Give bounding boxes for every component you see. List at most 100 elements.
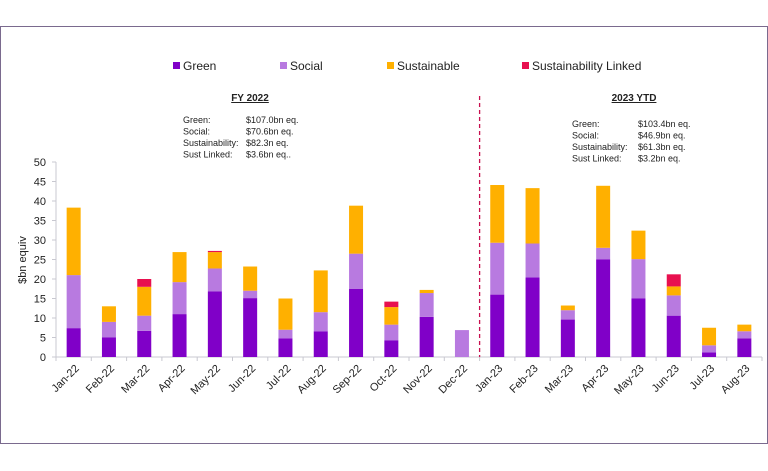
bar-green xyxy=(101,337,116,357)
legend-item: Sustainable xyxy=(387,59,460,73)
bar-sustainable xyxy=(172,252,187,283)
bar-social xyxy=(207,268,222,292)
bar-social xyxy=(278,329,293,339)
y-tick-label: 40 xyxy=(34,196,46,208)
x-axis: Jan-22 Feb-22 Mar-22 Apr-22 May-22 Jun-22 Jul-… xyxy=(49,356,763,397)
y-tick-label: 20 xyxy=(34,274,46,286)
bar-stack xyxy=(384,301,399,357)
annotation-label: Sustainability: xyxy=(572,142,628,152)
annotation-panel: 2023 YTD Green: $103.4bn eq. Social: $46.9bn… xyxy=(572,93,691,164)
bar-green xyxy=(737,338,752,357)
x-tick-label: Dec-22 xyxy=(437,363,471,397)
bar-green xyxy=(243,298,258,357)
bar-stack xyxy=(560,305,575,357)
bar-sustainability-linked xyxy=(384,301,399,308)
bar-green xyxy=(66,328,81,357)
y-tick-label: 25 xyxy=(34,255,46,267)
bar-sustainable xyxy=(207,252,222,269)
bar-green xyxy=(419,316,434,357)
bar-green xyxy=(596,259,611,357)
bar-green xyxy=(384,340,399,357)
bar-stack xyxy=(490,185,505,357)
x-tick-label: Sep-22 xyxy=(331,363,365,397)
bar-social xyxy=(313,312,328,332)
annotation-value: $107.0bn eq. xyxy=(246,115,299,125)
bar-sustainable xyxy=(631,230,646,260)
legend-item: Green xyxy=(173,59,216,73)
bar-stack xyxy=(737,324,752,357)
annotation-label: Sust Linked: xyxy=(183,150,233,160)
annotation-value: $70.6bn eq. xyxy=(246,127,294,137)
bar-green xyxy=(137,330,152,357)
y-tick-label: 0 xyxy=(40,352,46,364)
bar-sustainable xyxy=(349,205,364,254)
annotation-value: $61.3bn eq. xyxy=(638,142,686,152)
x-tick-label: Oct-22 xyxy=(368,363,400,395)
bar-stack xyxy=(631,230,646,357)
bar-sustainability-linked xyxy=(666,274,681,287)
legend-label: Sustainability Linked xyxy=(532,59,641,73)
y-tick-label: 45 xyxy=(34,177,46,189)
bar-stack xyxy=(349,205,364,357)
bar-green xyxy=(172,314,187,357)
bar-social xyxy=(666,295,681,316)
bar-social xyxy=(66,275,81,329)
y-tick-label: 30 xyxy=(34,235,46,247)
legend-label: Social xyxy=(290,59,323,73)
annotation-title: FY 2022 xyxy=(231,93,269,104)
bar-sustainable xyxy=(101,306,116,322)
bar-sustainable xyxy=(419,289,434,294)
bar-green xyxy=(560,319,575,357)
annotation-label: Social: xyxy=(572,131,599,141)
legend-item: Sustainability Linked xyxy=(522,59,641,73)
x-tick-label: Jul-22 xyxy=(264,363,294,393)
annotation-panel: FY 2022 Green: $107.0bn eq. Social: $70.6bn … xyxy=(183,93,299,160)
bar-social xyxy=(172,282,187,315)
annotation-value: $103.4bn eq. xyxy=(638,119,691,129)
legend: Green Social Sustainable Sustainability Lin… xyxy=(173,59,641,73)
bar-sustainable xyxy=(596,185,611,248)
bar-stack xyxy=(243,266,258,357)
y-tick-label: 35 xyxy=(34,216,46,228)
bar-stack xyxy=(137,279,152,357)
annotation-title: 2023 YTD xyxy=(612,93,657,104)
legend-swatch xyxy=(522,62,529,69)
annotation-label: Sustainability: xyxy=(183,138,239,148)
annotation-label: Green: xyxy=(183,115,211,125)
x-tick-label: Nov-22 xyxy=(401,363,435,397)
annotation-value: $3.2bn eq. xyxy=(638,154,681,164)
bar-social xyxy=(243,290,258,299)
bar-green xyxy=(278,338,293,357)
x-tick-label: Aug-23 xyxy=(719,363,753,397)
bar-social xyxy=(560,310,575,320)
bar-social xyxy=(384,324,399,341)
x-tick-label: Apr-23 xyxy=(579,363,611,395)
bar-stack xyxy=(207,250,222,357)
bar-social xyxy=(419,293,434,317)
bar-sustainable xyxy=(66,207,81,276)
x-tick-label: Jun-22 xyxy=(226,363,258,395)
bar-stack xyxy=(454,330,469,357)
bar-social xyxy=(525,243,540,278)
bar-stack xyxy=(66,207,81,357)
bar-stack xyxy=(666,274,681,357)
bar-green xyxy=(702,352,717,357)
bar-green xyxy=(207,291,222,357)
bar-social xyxy=(631,259,646,299)
bar-stack xyxy=(702,327,717,357)
bar-sustainability-linked xyxy=(207,250,222,253)
bar-sustainable xyxy=(525,188,540,244)
bar-stack xyxy=(419,289,434,357)
bar-green xyxy=(666,315,681,357)
annotations: FY 2022 Green: $107.0bn eq. Social: $70.6bn … xyxy=(183,93,691,164)
bar-sustainable xyxy=(278,298,293,330)
x-tick-label: Aug-22 xyxy=(295,363,329,397)
bar-sustainable xyxy=(313,270,328,313)
bar-sustainable xyxy=(560,305,575,311)
x-tick-label: Apr-22 xyxy=(156,363,188,395)
bars xyxy=(66,185,752,357)
annotation-value: $82.3n eq. xyxy=(246,138,289,148)
bar-sustainability-linked xyxy=(137,279,152,287)
x-tick-label: Jul-23 xyxy=(687,363,717,393)
bar-sustainable xyxy=(666,286,681,296)
